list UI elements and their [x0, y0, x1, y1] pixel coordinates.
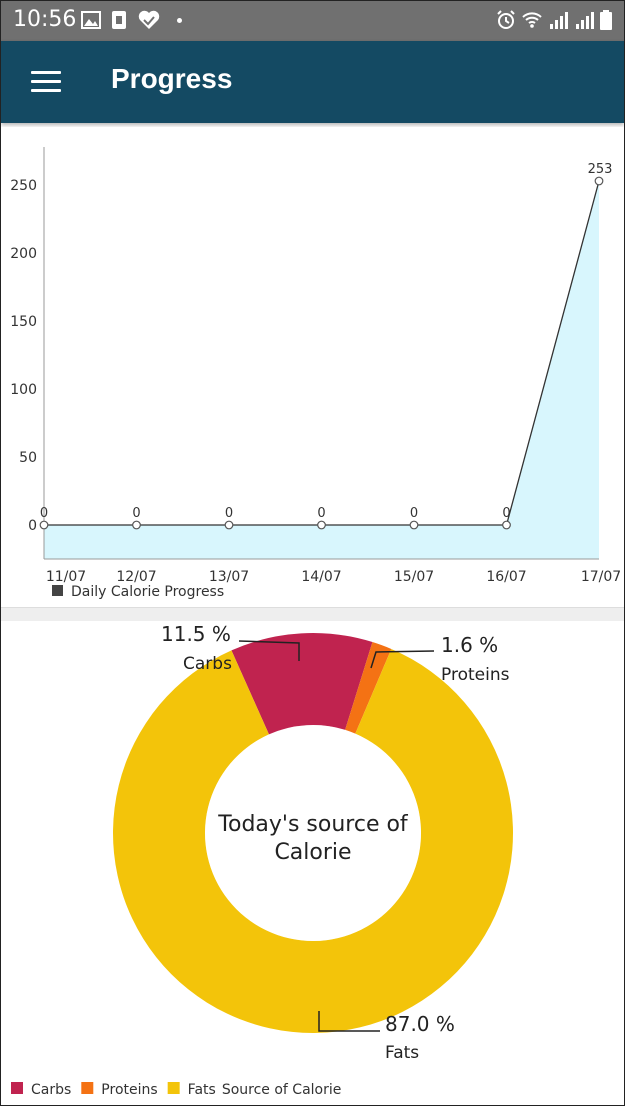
sim-card-icon [112, 11, 126, 29]
y-tick-label: 250 [10, 178, 37, 194]
slice-name-label: Fats [385, 1043, 419, 1063]
data-label: 0 [502, 506, 510, 521]
y-tick-label: 200 [10, 246, 37, 262]
x-tick-label: 14/07 [301, 569, 341, 585]
data-point [224, 520, 234, 530]
battery-icon [600, 10, 612, 30]
legend-label: Fats [188, 1082, 216, 1098]
legend-title: Source of Calorie [222, 1082, 342, 1098]
slice-percent-label: 87.0 % [385, 1012, 455, 1036]
x-tick-label: 15/07 [394, 569, 434, 585]
legend-swatch [52, 585, 63, 596]
page-title: Progress [111, 63, 233, 94]
wifi-icon [522, 12, 542, 28]
data-point [594, 176, 604, 186]
x-tick-label: 17/07 [581, 569, 621, 585]
y-tick-label: 50 [19, 450, 37, 466]
image-icon [81, 11, 101, 29]
data-point [317, 520, 326, 530]
legend-swatch [81, 1082, 94, 1094]
legend-label: Proteins [101, 1082, 157, 1098]
data-label: 0 [317, 506, 325, 521]
status-bar: 10:56 [1, 1, 624, 41]
legend-label: Daily Calorie Progress [71, 584, 224, 600]
signal-icon-2 [576, 12, 594, 29]
slice-leader-line [318, 1011, 380, 1032]
legend-label: Carbs [31, 1082, 71, 1098]
slice-name-label: Proteins [441, 665, 510, 685]
data-label: 0 [40, 506, 48, 521]
menu-button[interactable] [27, 67, 67, 99]
data-label: 0 [410, 506, 418, 521]
legend-swatch [167, 1082, 180, 1094]
x-tick-label: 11/07 [46, 569, 86, 585]
donut-center-text: Today's source of [217, 812, 409, 837]
x-tick-label: 16/07 [486, 569, 526, 585]
slice-percent-label: 1.6 % [441, 633, 498, 657]
series-line [44, 180, 600, 526]
data-point [409, 520, 419, 530]
donut-center-text: Calorie [274, 840, 351, 865]
signal-icon [550, 12, 568, 29]
slice-leader-line [370, 650, 435, 669]
heart-check-icon [138, 10, 160, 29]
daily-calorie-chart-card: 0 50 100 150 200 250 0 0 0 0 0 0 253 11/07 12/07 13/07 1… [1, 127, 624, 607]
donut-slice-fats [113, 648, 513, 1033]
data-point [39, 520, 49, 530]
hamburger-menu-line [31, 80, 61, 83]
hamburger-menu-icon [31, 71, 61, 74]
status-time: 10:56 [13, 7, 77, 32]
legend-swatch [11, 1082, 23, 1094]
calorie-source-chart-card: Today's source of Calorie 11.5 % Carbs 1.6 %… [1, 621, 624, 1105]
system-icons [496, 10, 612, 30]
data-point [502, 520, 511, 530]
alarm-icon [497, 10, 515, 29]
calorie-source-donut-chart: Today's source of Calorie 11.5 % Carbs 1.6 %… [11, 622, 513, 1098]
donut-inner-ring [205, 725, 421, 941]
slice-name-label: Carbs [183, 654, 232, 674]
data-label: 0 [225, 506, 233, 521]
x-tick-label: 12/07 [116, 569, 156, 585]
data-label: 253 [588, 162, 613, 177]
y-tick-label: 150 [10, 314, 37, 330]
app-bar: Progress [1, 41, 624, 123]
donut-slice-proteins [345, 642, 392, 734]
series-area-fill [44, 180, 599, 559]
slice-percent-label: 11.5 % [161, 622, 231, 646]
slice-leader-line [238, 640, 300, 661]
data-point [132, 520, 141, 530]
y-tick-label: 0 [28, 518, 37, 534]
donut-slice-carbs [231, 633, 373, 735]
y-tick-label: 100 [10, 382, 37, 398]
x-tick-label: 13/07 [209, 569, 249, 585]
hamburger-menu-line [31, 89, 61, 92]
notification-icons [81, 10, 182, 30]
data-label: 0 [132, 506, 140, 521]
more-notifications-icon [177, 17, 182, 23]
